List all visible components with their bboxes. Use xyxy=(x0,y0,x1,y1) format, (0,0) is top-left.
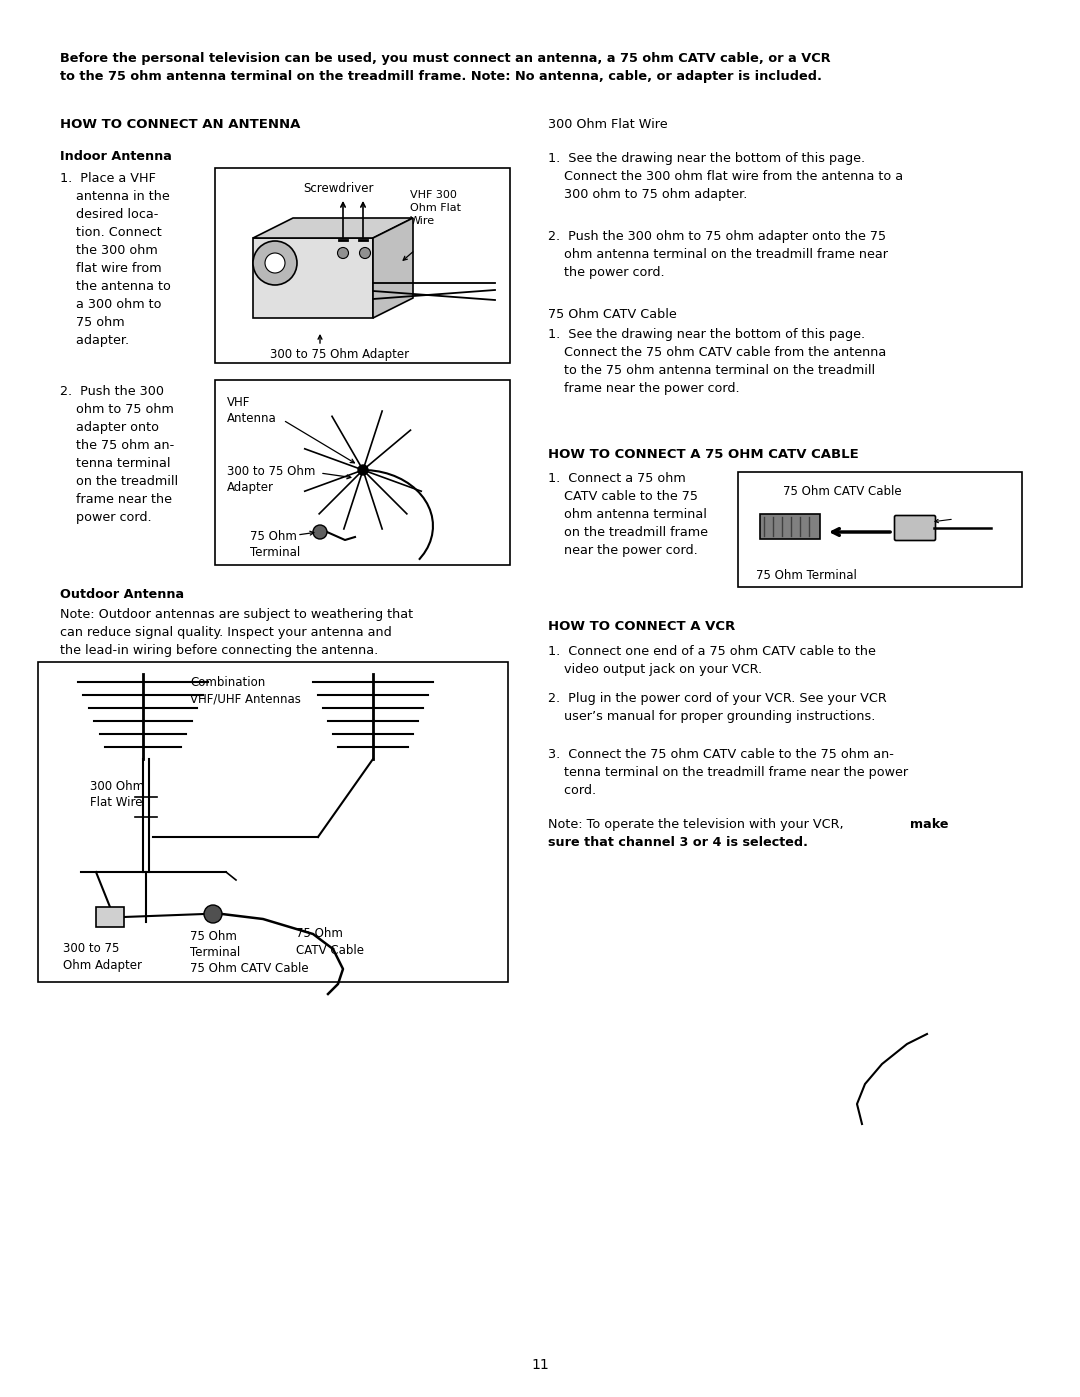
Text: Note: To operate the television with your VCR,: Note: To operate the television with you… xyxy=(548,819,848,831)
Circle shape xyxy=(360,247,370,258)
Circle shape xyxy=(253,242,297,285)
Text: 300 to 75 Ohm Adapter: 300 to 75 Ohm Adapter xyxy=(270,348,409,360)
Text: make: make xyxy=(910,819,948,831)
Text: VHF
Antenna: VHF Antenna xyxy=(227,395,276,426)
Text: HOW TO CONNECT A VCR: HOW TO CONNECT A VCR xyxy=(548,620,735,633)
Text: 1.  Connect a 75 ohm
    CATV cable to the 75
    ohm antenna terminal
    on th: 1. Connect a 75 ohm CATV cable to the 75… xyxy=(548,472,708,557)
Text: 1.  Connect one end of a 75 ohm CATV cable to the
    video output jack on your : 1. Connect one end of a 75 ohm CATV cabl… xyxy=(548,645,876,676)
Text: 75 Ohm
Terminal: 75 Ohm Terminal xyxy=(190,930,240,960)
Text: 3.  Connect the 75 ohm CATV cable to the 75 ohm an-
    tenna terminal on the tr: 3. Connect the 75 ohm CATV cable to the … xyxy=(548,747,908,798)
Text: 300 to 75
Ohm Adapter: 300 to 75 Ohm Adapter xyxy=(63,942,141,971)
Text: Note: Outdoor antennas are subject to weathering that
can reduce signal quality.: Note: Outdoor antennas are subject to we… xyxy=(60,608,414,657)
Text: sure that channel 3 or 4 is selected.: sure that channel 3 or 4 is selected. xyxy=(548,835,808,849)
Text: 11: 11 xyxy=(531,1358,549,1372)
Polygon shape xyxy=(373,218,413,319)
Text: 2.  Push the 300
    ohm to 75 ohm
    adapter onto
    the 75 ohm an-
    tenna: 2. Push the 300 ohm to 75 ohm adapter on… xyxy=(60,386,178,524)
Polygon shape xyxy=(253,218,413,237)
Circle shape xyxy=(357,465,368,475)
Text: Screwdriver: Screwdriver xyxy=(303,182,374,196)
Text: Outdoor Antenna: Outdoor Antenna xyxy=(60,588,184,601)
Circle shape xyxy=(204,905,222,923)
Text: 75 Ohm CATV Cable: 75 Ohm CATV Cable xyxy=(783,485,902,497)
Circle shape xyxy=(265,253,285,272)
FancyBboxPatch shape xyxy=(894,515,935,541)
Bar xyxy=(738,472,1022,587)
Text: 75 Ohm Terminal: 75 Ohm Terminal xyxy=(756,569,856,583)
Circle shape xyxy=(313,525,327,539)
Text: 75 Ohm CATV Cable: 75 Ohm CATV Cable xyxy=(190,963,309,975)
Bar xyxy=(253,237,373,319)
Bar xyxy=(215,380,510,564)
Text: HOW TO CONNECT A 75 OHM CATV CABLE: HOW TO CONNECT A 75 OHM CATV CABLE xyxy=(548,448,859,461)
Text: HOW TO CONNECT AN ANTENNA: HOW TO CONNECT AN ANTENNA xyxy=(60,117,300,131)
Text: 75 Ohm CATV Cable: 75 Ohm CATV Cable xyxy=(548,307,677,321)
Text: 300 to 75 Ohm
Adapter: 300 to 75 Ohm Adapter xyxy=(227,465,315,495)
Text: 75 Ohm
Terminal: 75 Ohm Terminal xyxy=(249,529,300,560)
Text: 300 Ohm
Flat Wire: 300 Ohm Flat Wire xyxy=(90,780,144,809)
Bar xyxy=(38,662,508,982)
Text: 1.  See the drawing near the bottom of this page.
    Connect the 75 ohm CATV ca: 1. See the drawing near the bottom of th… xyxy=(548,328,887,395)
Text: Combination
VHF/UHF Antennas: Combination VHF/UHF Antennas xyxy=(190,676,301,705)
Circle shape xyxy=(337,247,349,258)
Text: 2.  Push the 300 ohm to 75 ohm adapter onto the 75
    ohm antenna terminal on t: 2. Push the 300 ohm to 75 ohm adapter on… xyxy=(548,231,888,279)
Text: 1.  See the drawing near the bottom of this page.
    Connect the 300 ohm flat w: 1. See the drawing near the bottom of th… xyxy=(548,152,903,201)
Bar xyxy=(215,168,510,363)
Text: Indoor Antenna: Indoor Antenna xyxy=(60,149,172,163)
Text: Before the personal television can be used, you must connect an antenna, a 75 oh: Before the personal television can be us… xyxy=(60,52,831,82)
Text: 300 Ohm Flat Wire: 300 Ohm Flat Wire xyxy=(548,117,667,131)
Text: 1.  Place a VHF
    antenna in the
    desired loca-
    tion. Connect
    the 3: 1. Place a VHF antenna in the desired lo… xyxy=(60,172,171,346)
Text: VHF 300
Ohm Flat
Wire: VHF 300 Ohm Flat Wire xyxy=(410,190,461,225)
Text: 75 Ohm
CATV Cable: 75 Ohm CATV Cable xyxy=(296,928,364,957)
Bar xyxy=(760,514,820,539)
Text: 2.  Plug in the power cord of your VCR. See your VCR
    user’s manual for prope: 2. Plug in the power cord of your VCR. S… xyxy=(548,692,887,724)
Bar xyxy=(96,907,124,928)
